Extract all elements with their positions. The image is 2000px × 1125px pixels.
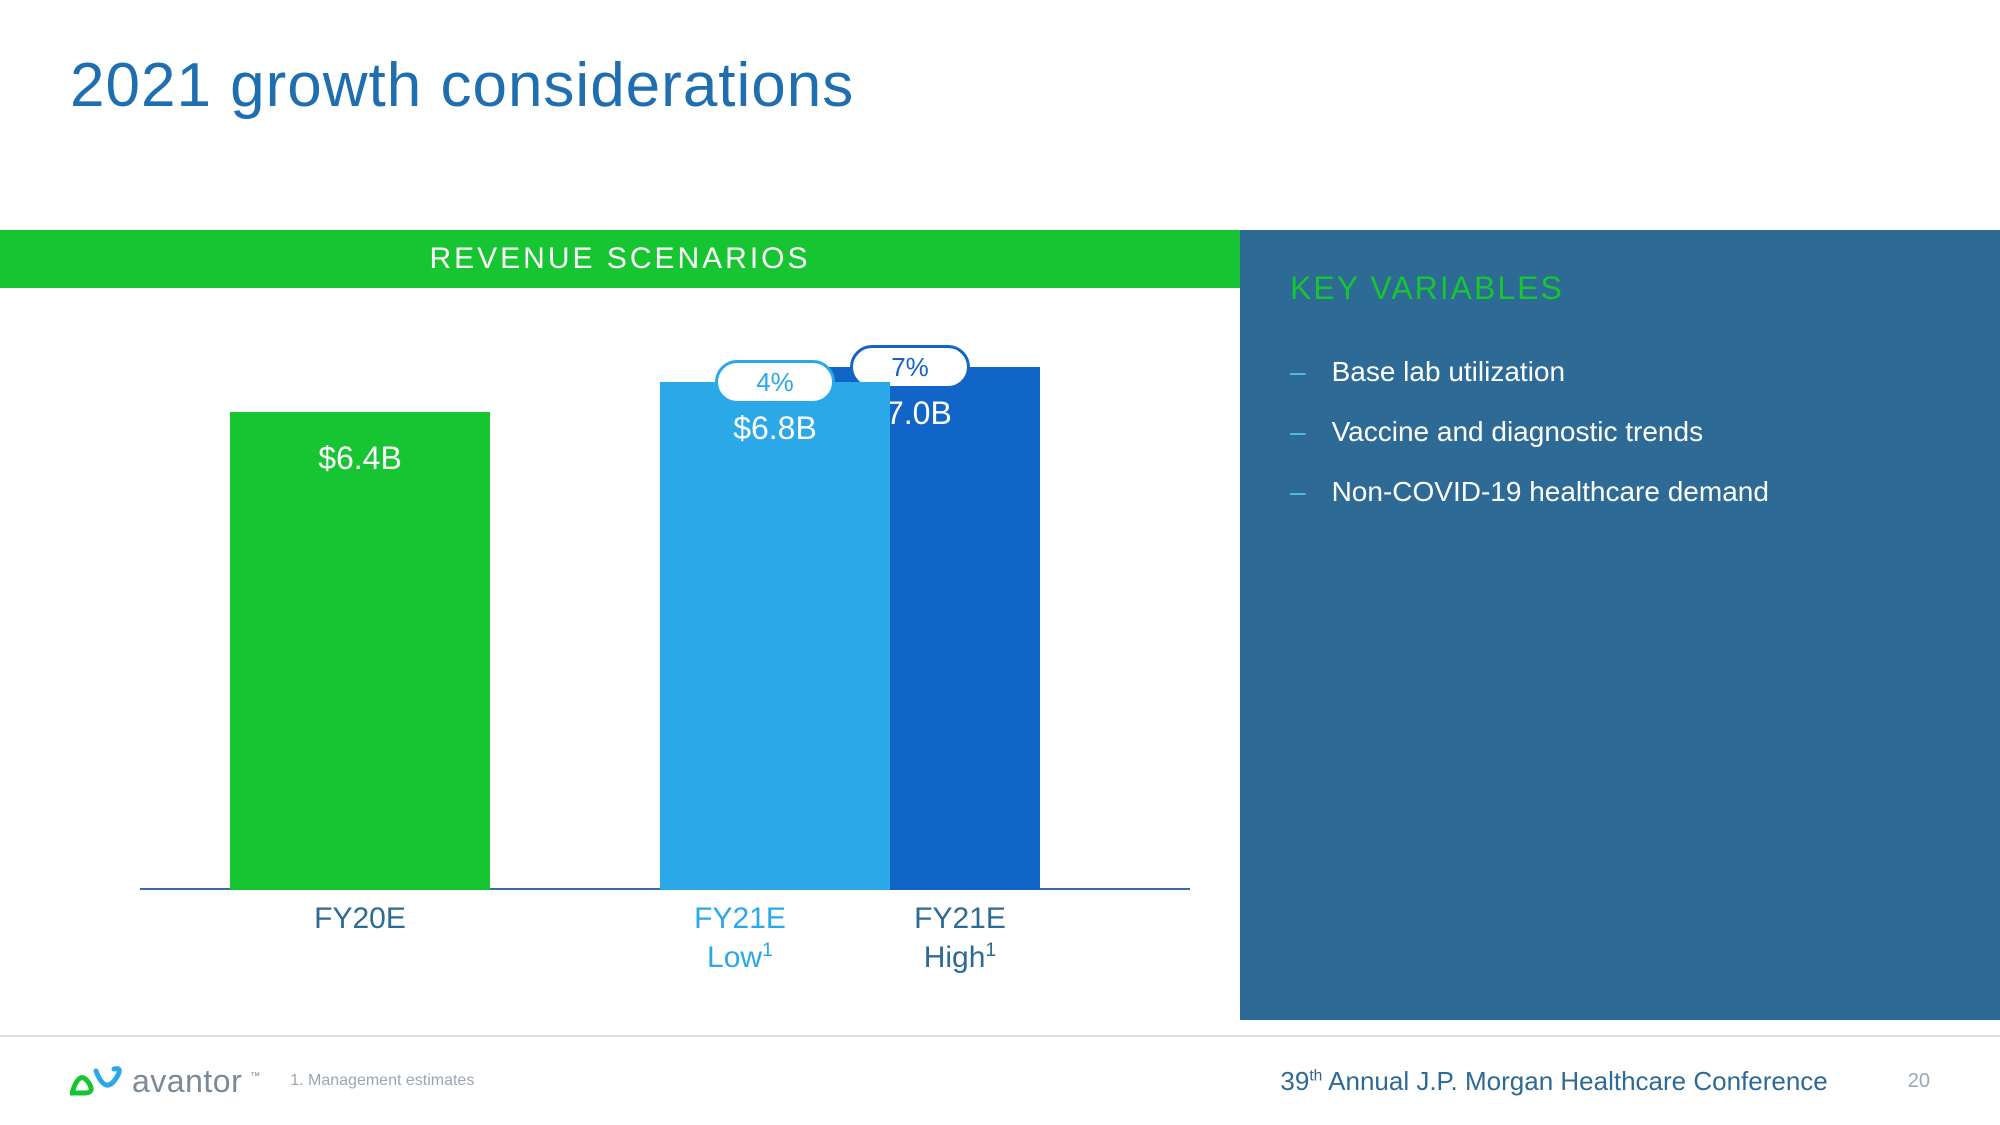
growth-pill: 4% — [715, 360, 835, 404]
conference-label: 39th Annual J.P. Morgan Healthcare Confe… — [1280, 1066, 1827, 1097]
logo-tm: ™ — [250, 1071, 260, 1082]
key-variables-title: KEY VARIABLES — [1290, 270, 1940, 307]
key-variables-list: –Base lab utilization–Vaccine and diagno… — [1290, 353, 1940, 510]
key-variable-item: –Base lab utilization — [1290, 353, 1940, 391]
bullet-dash: – — [1290, 353, 1306, 391]
bar-xlabel: FY21ELow1 — [640, 900, 840, 976]
logo: avantor ™ — [70, 1063, 260, 1100]
bullet-dash: – — [1290, 473, 1306, 511]
page-number: 20 — [1908, 1070, 1930, 1093]
bar-fy20e: $6.4B — [230, 412, 490, 890]
footnote: 1. Management estimates — [290, 1072, 474, 1090]
bar-xlabel: FY21EHigh1 — [860, 900, 1060, 976]
revenue-panel: REVENUE SCENARIOS $6.4B$7.0B7%$6.8B4% FY… — [0, 230, 1240, 1020]
logo-text: avantor — [132, 1063, 242, 1100]
key-variable-item: –Non-COVID-19 healthcare demand — [1290, 473, 1940, 511]
bar-xlabel: FY20E — [230, 900, 490, 938]
key-variable-item: –Vaccine and diagnostic trends — [1290, 413, 1940, 451]
bar-value-label: $6.4B — [318, 440, 402, 477]
key-variable-text: Non-COVID-19 healthcare demand — [1332, 473, 1769, 511]
key-variable-text: Vaccine and diagnostic trends — [1332, 413, 1704, 451]
key-variable-text: Base lab utilization — [1332, 353, 1565, 391]
content-row: REVENUE SCENARIOS $6.4B$7.0B7%$6.8B4% FY… — [0, 230, 2000, 1020]
revenue-chart: $6.4B$7.0B7%$6.8B4% — [140, 330, 1190, 890]
logo-icon — [70, 1063, 124, 1099]
revenue-header: REVENUE SCENARIOS — [0, 230, 1240, 288]
page-title: 2021 growth considerations — [70, 50, 854, 121]
key-variables-panel: KEY VARIABLES –Base lab utilization–Vacc… — [1240, 230, 2000, 1020]
slide: 2021 growth considerations REVENUE SCENA… — [0, 0, 2000, 1125]
footer: avantor ™ 1. Management estimates 39th A… — [0, 1035, 2000, 1125]
bullet-dash: – — [1290, 413, 1306, 451]
bar-fy21e-low: $6.8B4% — [660, 382, 890, 890]
bar-value-label: $6.8B — [733, 410, 817, 447]
